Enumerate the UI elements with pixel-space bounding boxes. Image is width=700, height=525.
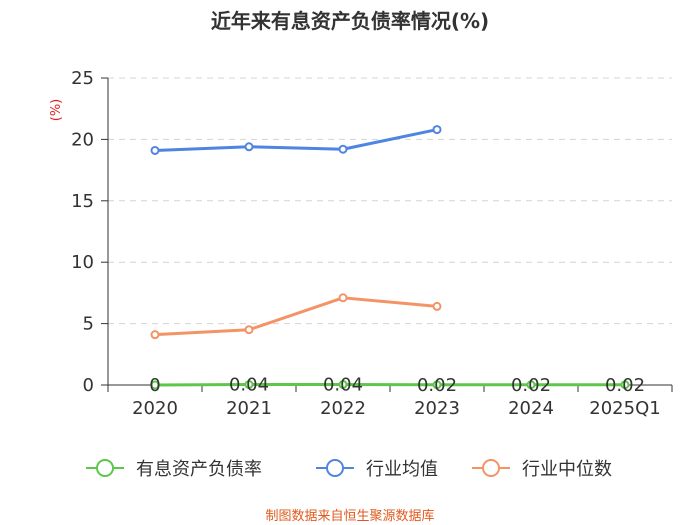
data-label-2022: 0.04: [323, 375, 363, 396]
point-s1-2023: [432, 125, 442, 135]
x-tick-label-2022: 2022: [320, 398, 366, 419]
point-s0-2022: [338, 380, 348, 390]
y-tick-label-15: 15: [71, 191, 94, 212]
x-tick-label-2023: 2023: [414, 398, 460, 419]
point-s0-2023: [432, 380, 442, 390]
legend-label-1: 行业均值: [366, 459, 438, 480]
point-s2-2023: [432, 301, 442, 311]
x-axis: 2020 2021 2022 2023 2024 2025Q1: [107, 384, 673, 419]
chart-title: 近年来有息资产负债率情况(%): [211, 9, 489, 33]
point-s1-2020: [150, 145, 160, 155]
point-s2-2021: [244, 325, 254, 335]
y-tick-label-20: 20: [71, 129, 94, 150]
legend-marker-0: [96, 459, 114, 477]
x-tick-label-2024: 2024: [508, 398, 554, 419]
series-line-2: [154, 296, 438, 337]
data-label-2025Q1: 0.02: [605, 375, 645, 396]
point-s0-2024: [526, 380, 536, 390]
y-axis-ticks: 0 5 10 15 20 25: [71, 68, 109, 396]
source-note: 制图数据来自恒生聚源数据库: [265, 508, 434, 524]
data-label-2023: 0.02: [417, 375, 457, 396]
legend-marker-2: [482, 459, 500, 477]
series-line-1: [154, 128, 438, 152]
legend: 有息资产负债率 行业均值 行业中位数: [86, 459, 612, 480]
y-tick-label-10: 10: [71, 252, 94, 273]
legend-label-2: 行业中位数: [522, 459, 612, 480]
x-tick-label-2025Q1: 2025Q1: [589, 398, 660, 419]
point-s1-2021: [244, 142, 254, 152]
x-tick-label-2020: 2020: [132, 398, 178, 419]
point-s0-2021: [244, 380, 254, 390]
x-tick-label-2021: 2021: [226, 398, 272, 419]
y-tick-label-25: 25: [71, 68, 94, 89]
legend-label-0: 有息资产负债率: [136, 459, 262, 480]
point-s0-2025Q1: [620, 380, 630, 390]
point-s2-2022: [338, 293, 348, 303]
point-s2-2020: [150, 330, 160, 340]
point-s0-2020: [150, 380, 160, 390]
series-layer: [150, 125, 630, 390]
data-label-2020: 0: [149, 375, 160, 396]
point-s1-2022: [338, 144, 348, 154]
data-label-2024: 0.02: [511, 375, 551, 396]
y-tick-label-5: 5: [83, 314, 94, 335]
data-labels: 0 0.04 0.04 0.02 0.02 0.02: [149, 375, 645, 396]
data-label-2021: 0.04: [229, 375, 269, 396]
y-tick-label-0: 0: [83, 375, 94, 396]
grid-lines: [108, 77, 672, 325]
legend-marker-1: [326, 459, 344, 477]
y-axis-unit-label: (%): [49, 99, 64, 122]
